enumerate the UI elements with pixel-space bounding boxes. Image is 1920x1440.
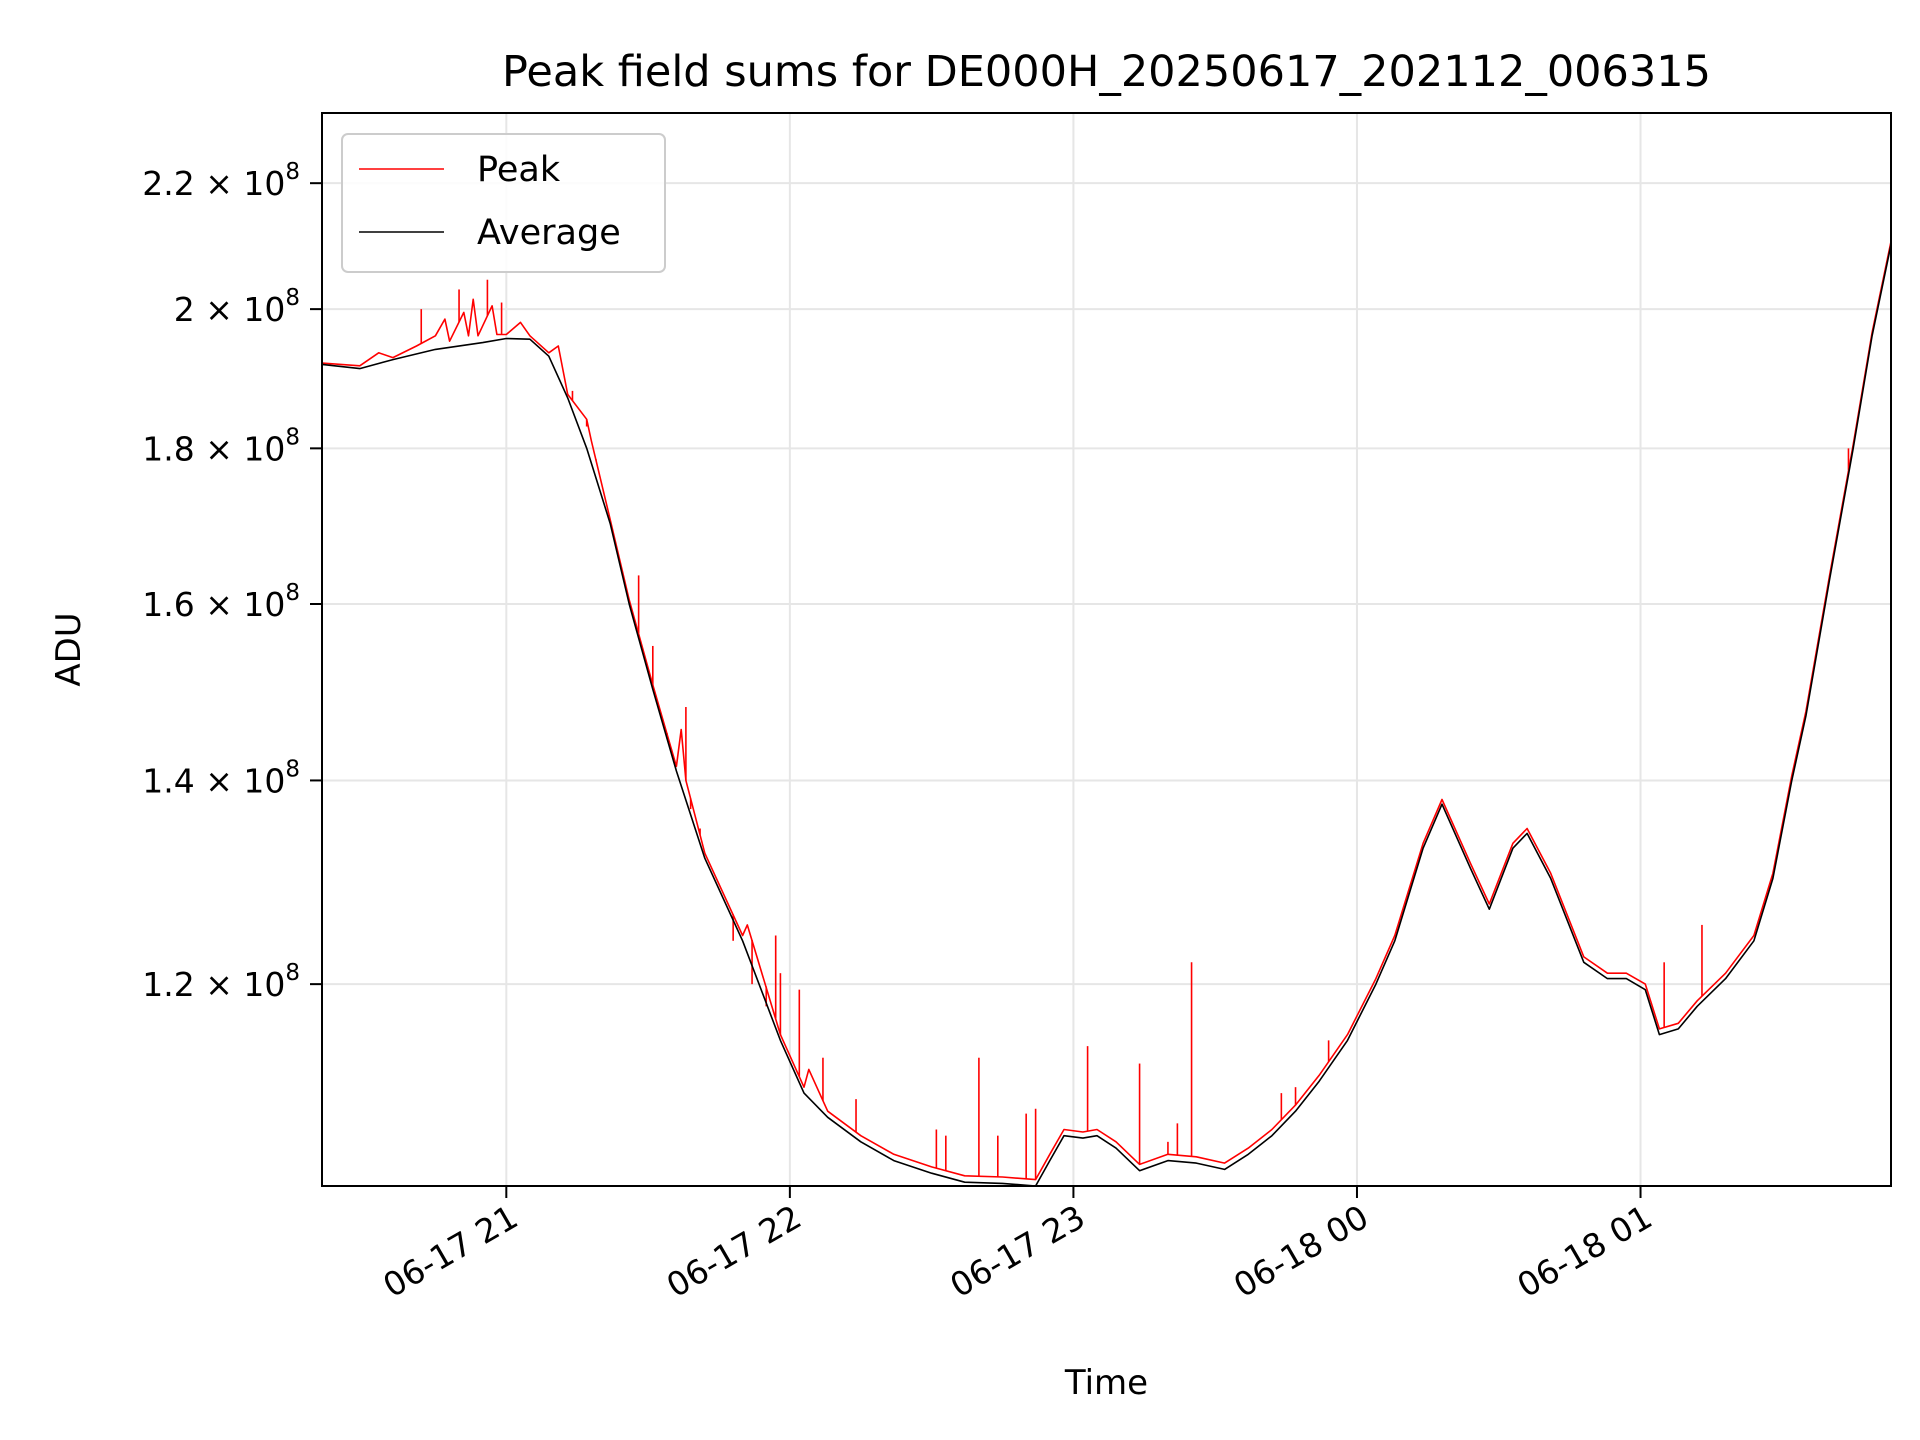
x-tick-label: 06-18 01	[1511, 1197, 1659, 1305]
legend-label-average: Average	[477, 213, 621, 253]
y-axis-label: ADU	[49, 612, 89, 686]
y-tick-label: 1.6 × 108	[142, 580, 300, 624]
chart-title: Peak field sums for DE000H_20250617_2021…	[502, 47, 1711, 97]
series-line-peak	[322, 239, 1891, 1181]
y-tick-label: 1.2 × 108	[142, 960, 300, 1004]
x-tick-label: 06-18 00	[1227, 1197, 1375, 1305]
x-tick-label: 06-17 22	[660, 1197, 808, 1305]
x-tick-label: 06-17 21	[376, 1197, 524, 1305]
y-tick-label: 2 × 108	[174, 285, 300, 329]
x-tick-label: 06-17 23	[943, 1197, 1091, 1305]
y-tick-label: 2.2 × 108	[142, 159, 300, 203]
series-lines	[322, 239, 1891, 1186]
y-axis-ticks: 1.2 × 108 1.4 × 108 1.6 × 108 1.8 × 108 2 × …	[142, 159, 322, 1004]
legend: Peak Average	[341, 133, 666, 273]
x-axis-ticks: 06-17 21 06-17 22 06-17 23 06-18 00 06-18 01	[376, 1186, 1659, 1305]
series-line-average	[322, 242, 1891, 1186]
y-tick-label: 1.8 × 108	[142, 424, 300, 468]
x-axis-label: Time	[1064, 1363, 1148, 1403]
y-tick-label: 1.4 × 108	[142, 756, 300, 800]
legend-label-peak: Peak	[477, 150, 561, 190]
plot-frame	[321, 112, 1892, 1187]
